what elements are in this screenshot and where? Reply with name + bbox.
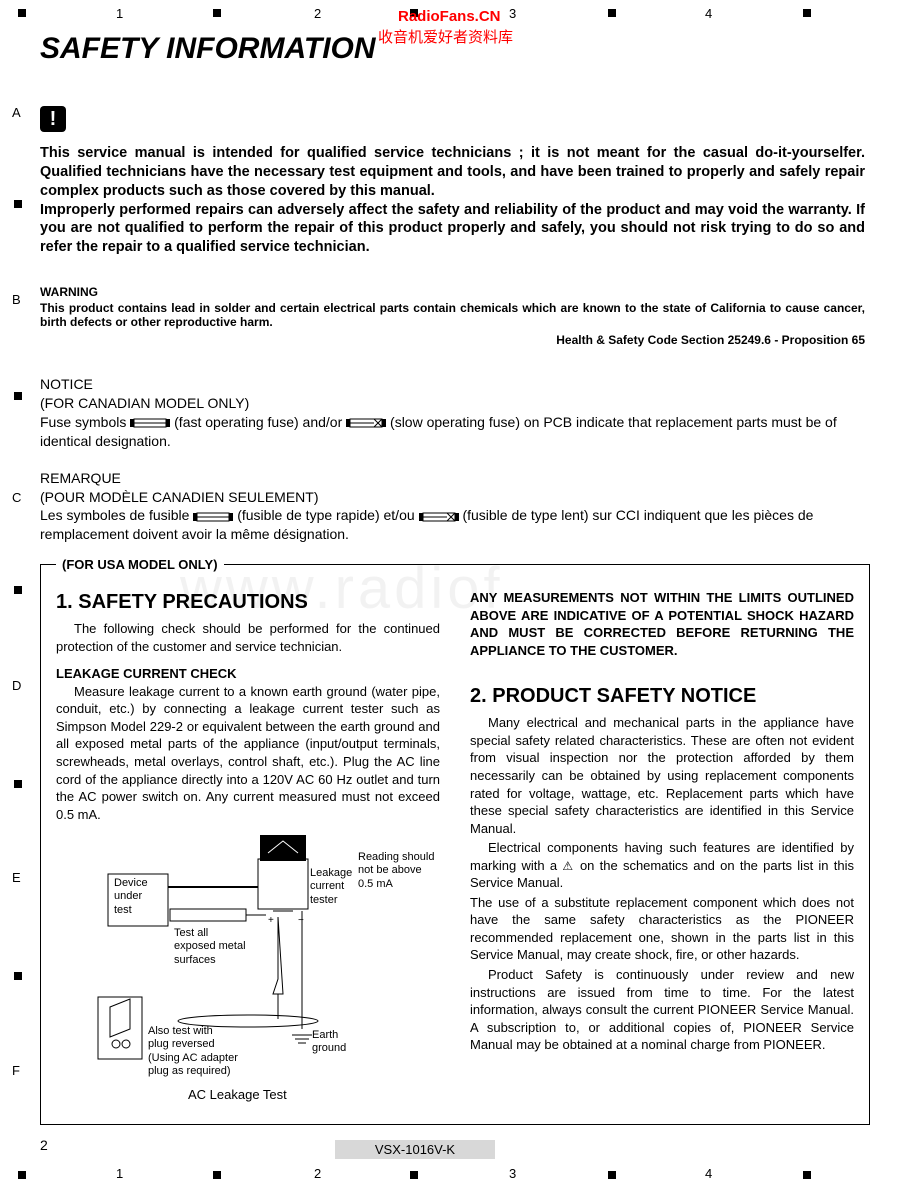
col-right: ANY MEASUREMENTS NOT WITHIN THE LIMITS O… — [470, 589, 854, 1109]
grid-col-1: 1 — [116, 6, 123, 21]
intro-p1: This service manual is intended for qual… — [40, 144, 865, 201]
svg-text:−: − — [298, 915, 304, 926]
measurements-warning: ANY MEASUREMENTS NOT WITHIN THE LIMITS O… — [470, 589, 854, 659]
notice-en-heading: NOTICE — [40, 375, 865, 394]
dia-testall: Test all exposed metal surfaces — [174, 927, 246, 967]
dia-device: Device under test — [114, 877, 148, 917]
s2-p3: The use of a substitute replacement comp… — [470, 894, 854, 964]
grid-row-B: B — [12, 292, 21, 307]
product-safety-heading: 2. PRODUCT SAFETY NOTICE — [470, 683, 854, 710]
grid-col-3: 3 — [509, 6, 516, 21]
notice-fr-body: Les symboles de fusible (fusible de type… — [40, 506, 865, 544]
usa-legend: (FOR USA MODEL ONLY) — [56, 557, 224, 572]
fuse-fast-icon — [130, 417, 170, 429]
notice-fr-heading: REMARQUE — [40, 469, 865, 488]
grid-row-D: D — [12, 678, 21, 693]
grid-col-2: 2 — [314, 6, 321, 21]
fuse-fast-icon — [193, 511, 233, 523]
leakage-heading: LEAKAGE CURRENT CHECK — [56, 665, 440, 683]
fuse-slow-icon — [346, 417, 386, 429]
notice-fr-sub: (POUR MODÈLE CANADIEN SEULEMENT) — [40, 488, 865, 507]
warning-icon: ! — [40, 106, 66, 132]
grid-col-4: 4 — [705, 6, 712, 21]
notice-en-body: Fuse symbols (fast operating fuse) and/o… — [40, 413, 865, 451]
grid-row-C: C — [12, 490, 21, 505]
dia-tester: Leakage current tester — [310, 867, 352, 907]
warning-label: WARNING — [40, 285, 865, 299]
fuse-slow-icon — [419, 511, 459, 523]
notice-fr: REMARQUE (POUR MODÈLE CANADIEN SEULEMENT… — [40, 469, 865, 545]
usa-box: (FOR USA MODEL ONLY) 1. SAFETY PRECAUTIO… — [40, 564, 870, 1125]
triangle-icon: ⚠ — [562, 859, 574, 873]
model-number: VSX-1016V-K — [335, 1140, 495, 1159]
col-left: 1. SAFETY PRECAUTIONS The following chec… — [56, 589, 440, 1109]
page-number: 2 — [40, 1137, 48, 1153]
intro-p2: Improperly performed repairs can adverse… — [40, 201, 865, 258]
s2-p2: Electrical components having such featur… — [470, 839, 854, 892]
notice-en: NOTICE (FOR CANADIAN MODEL ONLY) Fuse sy… — [40, 375, 865, 451]
s2-p1: Many electrical and mechanical parts in … — [470, 714, 854, 837]
dia-earth: Earth ground — [312, 1029, 346, 1055]
health-code: Health & Safety Code Section 25249.6 - P… — [40, 333, 865, 347]
grid-row-F: F — [12, 1063, 20, 1078]
grid-row-E: E — [12, 870, 21, 885]
leakage-diagram: + − — [78, 829, 418, 1109]
s2-p4: Product Safety is continuously under rev… — [470, 966, 854, 1054]
s1-p1: The following check should be performed … — [56, 620, 440, 655]
grid-row-A: A — [12, 105, 21, 120]
dia-caption: AC Leakage Test — [188, 1087, 287, 1103]
watermark-sub: 收音机爱好者资料库 — [378, 26, 513, 47]
watermark: RadioFans.CN — [398, 8, 501, 25]
s1-p2: Measure leakage current to a known earth… — [56, 683, 440, 823]
svg-text:+: + — [268, 915, 274, 926]
safety-precautions-heading: 1. SAFETY PRECAUTIONS — [56, 589, 440, 616]
dia-also: Also test with plug reversed (Using AC a… — [148, 1025, 238, 1078]
dia-reading: Reading should not be above 0.5 mA — [358, 851, 434, 891]
notice-en-sub: (FOR CANADIAN MODEL ONLY) — [40, 394, 865, 413]
warning-text: This product contains lead in solder and… — [40, 301, 865, 329]
